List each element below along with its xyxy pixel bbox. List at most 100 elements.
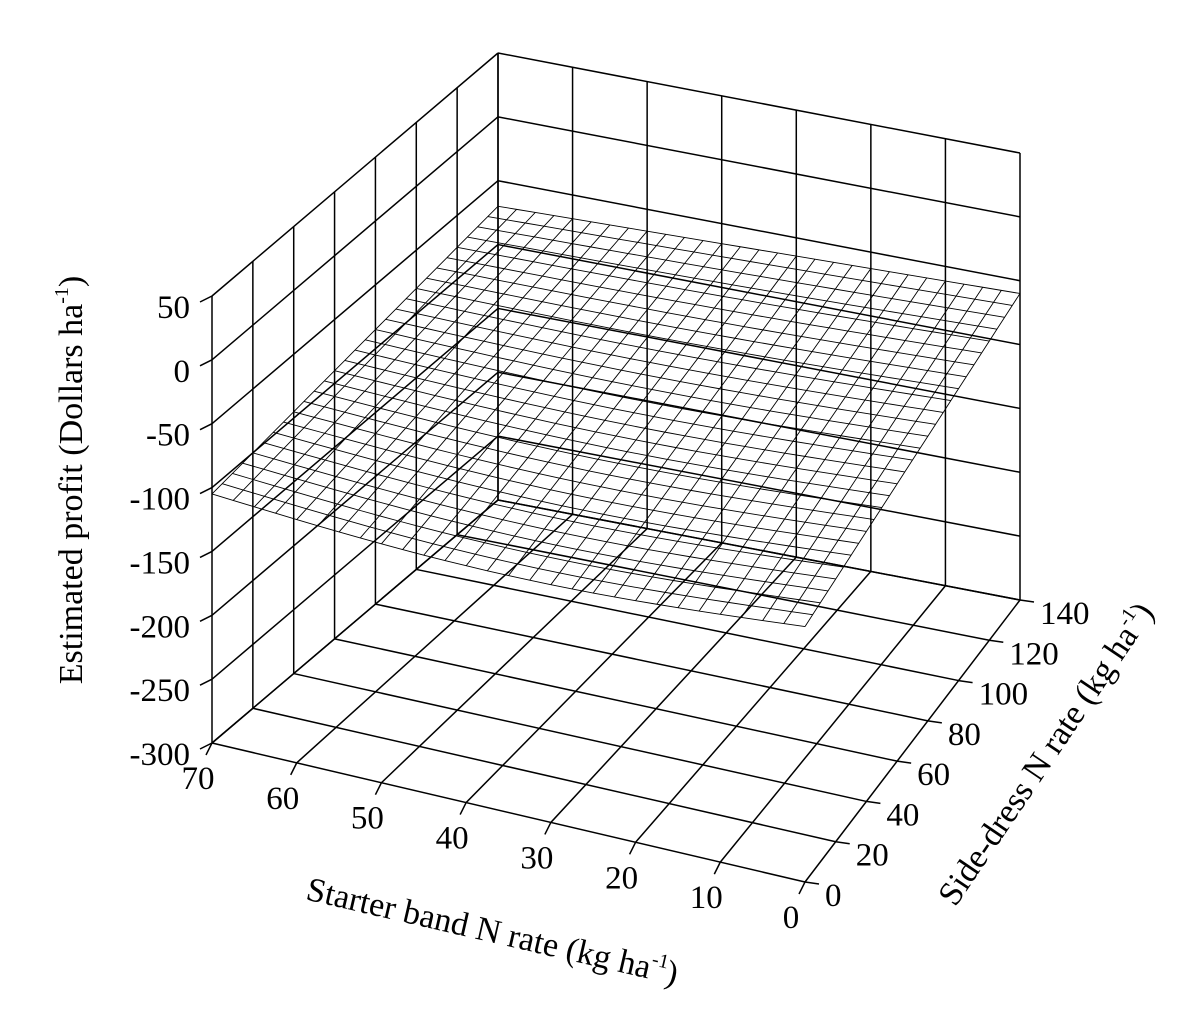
- surface-mesh-line: [571, 258, 816, 590]
- x-tick-label: 40: [436, 821, 469, 857]
- surface-mesh-line: [254, 212, 536, 508]
- surface-mesh-line: [677, 274, 909, 608]
- z-tick-label: 140: [1040, 596, 1090, 632]
- left-wall-gridline: [211, 243, 499, 489]
- x-tick-label: 20: [605, 860, 638, 896]
- x-tick-label: 0: [783, 900, 800, 936]
- y-tick-label: 0: [174, 354, 191, 390]
- z-tick-label: 40: [886, 797, 919, 833]
- surface-mesh-line: [465, 243, 723, 567]
- z-tick-label: 80: [948, 717, 981, 753]
- surface-mesh-line: [296, 218, 573, 520]
- surface-mesh-line: [656, 271, 890, 605]
- floor-gridline: [456, 533, 990, 642]
- surface-mesh-line: [741, 283, 965, 618]
- surface-mesh-line: [338, 224, 611, 533]
- surface-mesh-line: [232, 209, 517, 501]
- z-tick-mark: [804, 881, 820, 885]
- y-tick-label: -200: [130, 609, 191, 645]
- floor-gridline: [375, 603, 929, 722]
- z-tick-label: 20: [856, 838, 889, 874]
- surface-mesh-line: [529, 252, 779, 581]
- y-tick-label: -100: [130, 482, 191, 518]
- surface-mesh-line: [614, 265, 853, 598]
- x-tick-mark: [713, 861, 721, 875]
- z-tick-label: 100: [979, 677, 1029, 713]
- z-tick-label: 0: [825, 878, 842, 914]
- y-tick-label: -50: [146, 418, 190, 454]
- surface-mesh-line: [444, 240, 704, 561]
- y-axis-label: Estimated profit (Dollars ha-1): [51, 276, 90, 685]
- z-tick-mark: [989, 639, 1004, 644]
- left-wall-gridline: [211, 116, 499, 361]
- z-tick-mark: [1019, 599, 1035, 603]
- x-tick-label: 10: [690, 880, 723, 916]
- surface-mesh-line: [762, 287, 984, 621]
- surface-mesh-line: [232, 472, 821, 604]
- z-tick-mark: [835, 840, 850, 845]
- x-tick-label: 50: [351, 801, 384, 837]
- y-tick-mark: [199, 486, 213, 495]
- surface-mesh-line: [446, 257, 982, 354]
- surface-mesh-line: [211, 493, 806, 628]
- z-tick-mark: [927, 720, 942, 724]
- surface-mesh-line: [423, 237, 685, 556]
- surface-mesh-line: [405, 298, 951, 401]
- left-wall-gridline: [211, 180, 499, 425]
- y-tick-label: -250: [130, 673, 191, 709]
- x-tick-mark: [544, 822, 552, 835]
- z-tick-label: 120: [1009, 636, 1058, 672]
- back-wall-gridline: [497, 52, 1021, 154]
- x-tick-mark: [290, 762, 298, 776]
- y-tick-mark: [199, 295, 213, 303]
- y-tick-label: -150: [130, 545, 191, 581]
- z-tick-label: 60: [917, 757, 950, 793]
- floor-gridline: [380, 528, 648, 784]
- profit-surface: [211, 205, 1021, 628]
- back-wall-gridline: [497, 116, 1021, 218]
- floor-gridline: [293, 672, 867, 803]
- y-tick-mark: [199, 423, 213, 431]
- back-wall-gridline: [497, 243, 1021, 346]
- floor-gridline: [416, 568, 959, 682]
- surface-mesh-line: [477, 226, 1005, 318]
- floor-gridline: [296, 513, 574, 764]
- x-tick-mark: [798, 881, 806, 895]
- back-wall-gridline: [497, 179, 1021, 282]
- y-tick-label: -300: [130, 737, 191, 773]
- y-tick-label: 50: [157, 290, 190, 326]
- back-wall-gridline: [497, 307, 1021, 410]
- back-wall-gridline: [497, 435, 1021, 537]
- surface-mesh-line: [783, 290, 1002, 624]
- x-tick-mark: [205, 742, 213, 756]
- left-wall-gridline: [211, 52, 499, 297]
- floor-gridline: [211, 742, 806, 883]
- floor-gridline: [550, 556, 797, 823]
- surface-mesh-line: [317, 221, 592, 527]
- surface-mesh-line: [486, 246, 741, 572]
- floor-gridline: [635, 570, 872, 843]
- surface-mesh-line: [381, 230, 648, 545]
- floor-gridline: [465, 542, 723, 804]
- x-tick-label: 30: [520, 840, 553, 876]
- left-wall-gridline: [211, 435, 499, 680]
- x-tick-mark: [374, 782, 383, 796]
- z-tick-mark: [866, 800, 881, 805]
- y-tick-mark: [199, 742, 213, 750]
- z-tick-mark: [958, 679, 973, 684]
- floor-gridline: [252, 707, 836, 843]
- floor-gridline: [334, 638, 898, 762]
- surface-mesh-line: [550, 255, 797, 585]
- surface-mesh-line: [402, 234, 667, 550]
- left-wall-gridline: [211, 307, 499, 553]
- x-tick-label: 60: [266, 781, 299, 817]
- surface-mesh-line: [508, 249, 760, 576]
- surface-mesh-line: [698, 277, 928, 612]
- surface-mesh-line: [359, 227, 629, 539]
- y-tick-mark: [199, 359, 213, 367]
- y-tick-mark: [199, 550, 213, 559]
- surface-mesh-line: [426, 277, 967, 378]
- surface-mesh-line: [436, 267, 975, 366]
